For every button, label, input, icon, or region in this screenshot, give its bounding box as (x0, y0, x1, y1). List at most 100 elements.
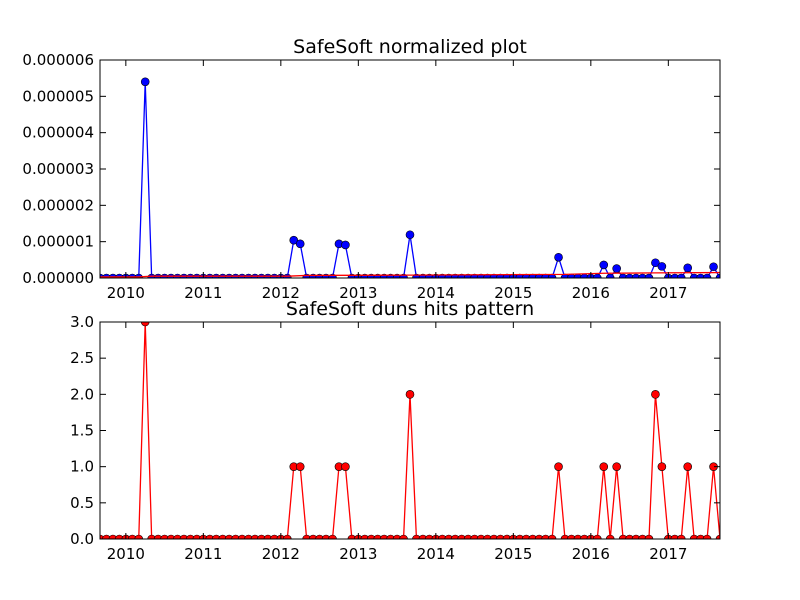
duns-hits-data-point (328, 534, 337, 539)
normalized-plot-x-ticks: 2010 2011 2012 2013 2014 2015 2016 2017 (107, 60, 687, 302)
normalized-plot-y-tick-label: 0.000003 (22, 160, 94, 178)
duns-hits-data-point (224, 534, 234, 539)
duns-hits-title: SafeSoft duns hits pattern (286, 298, 534, 320)
normalized-plot-x-tick-label: 2017 (649, 284, 687, 302)
duns-hits-data-point (528, 534, 538, 539)
normalized-plot-data-point (554, 252, 563, 262)
duns-hits-data-point (244, 534, 253, 539)
duns-hits-data-point (541, 534, 550, 539)
duns-hits-data-point (205, 534, 215, 539)
duns-hits-data-point (321, 534, 331, 539)
duns-hits-data-point (580, 534, 589, 539)
duns-hits-data-point (373, 534, 383, 539)
duns-hits-data-point (153, 534, 163, 539)
duns-hits-x-tick-label: 2016 (572, 545, 610, 563)
normalized-plot-data-point (657, 262, 667, 271)
normalized-plot-data-point (295, 239, 305, 249)
duns-hits-data-point (483, 534, 492, 539)
normalized-plot-data-point (696, 273, 705, 278)
normalized-plot-data-point (644, 273, 654, 278)
normalized-plot-data-point (709, 262, 718, 272)
normalized-plot-x-tick-label: 2010 (107, 284, 145, 302)
duns-hits-series-0-line (100, 322, 720, 539)
duns-hits-data-point (618, 534, 628, 539)
normalized-plot-data-point (140, 77, 150, 87)
duns-hits-data-point (166, 534, 176, 539)
duns-hits-data-point (702, 534, 712, 539)
duns-hits-data-point (257, 534, 266, 539)
duns-hits-data-point (282, 534, 292, 539)
duns-hits-x-tick-label: 2012 (262, 545, 300, 563)
duns-hits-data-point (418, 534, 428, 539)
normalized-plot-x-tick-label: 2016 (572, 284, 610, 302)
duns-hits-data-point (496, 534, 505, 539)
duns-hits-data-point (379, 534, 389, 539)
duns-hits-data-point (547, 534, 557, 539)
duns-hits-data-point (676, 534, 686, 539)
duns-hits-data-point (573, 534, 583, 539)
duns-hits-data-point (592, 534, 602, 539)
duns-hits-data-point (134, 534, 144, 539)
duns-hits-data-point (612, 462, 621, 471)
normalized-plot-y-tick-label: 0.000006 (22, 51, 94, 69)
duns-hits-data-point (302, 534, 311, 539)
duns-hits-data-point (599, 462, 609, 471)
duns-hits-data-point (231, 534, 240, 539)
duns-hits-data-point (308, 534, 318, 539)
normalized-plot-y-tick-label: 0.000005 (22, 87, 94, 105)
duns-hits-data-point (237, 534, 247, 539)
duns-hits-data-point (270, 534, 279, 539)
duns-hits-data-point (638, 534, 647, 539)
normalized-plot-x-tick-label: 2012 (262, 284, 300, 302)
duns-hits-data-point (670, 534, 680, 539)
duns-hits-data-point (715, 534, 720, 539)
duns-hits-data-point (534, 534, 544, 539)
duns-hits-data-point (412, 534, 421, 539)
duns-hits-data-point (405, 390, 415, 399)
duns-hits-data-point (657, 462, 667, 471)
normalized-plot-data-point (341, 240, 350, 250)
normalized-plot-data-point (625, 273, 634, 278)
duns-hits-data-point (399, 534, 408, 539)
normalized-plot-data-point (612, 264, 621, 273)
normalized-plot-x-tick-label: 2015 (494, 284, 532, 302)
normalized-plot-data-point (689, 273, 699, 278)
duns-hits-y-ticks: 0.0 0.5 1.0 1.5 2.0 2.5 3.0 (70, 313, 720, 548)
duns-hits-data-point (160, 534, 169, 539)
duns-hits-data-point (696, 534, 705, 539)
duns-hits-data-point (127, 534, 137, 539)
duns-hits-x-tick-label: 2017 (649, 545, 687, 563)
normalized-plot-data-point (631, 273, 641, 278)
duns-hits-data-point (476, 534, 486, 539)
normalized-plot-data-point (676, 273, 686, 278)
normalized-plot-x-tick-label: 2013 (339, 284, 377, 302)
normalized-plot-data-point (651, 258, 660, 268)
duns-hits-data-point (211, 534, 221, 539)
duns-hits-data-point (386, 534, 395, 539)
duns-hits-data-point (425, 534, 434, 539)
duns-hits-data-point (651, 390, 660, 399)
normalized-plot-area (99, 59, 721, 279)
duns-hits-panel: SafeSoft duns hits pattern 2010 2011 2012 2… (70, 298, 721, 563)
duns-hits-data-point (683, 462, 693, 471)
normalized-plot-data-point (289, 235, 299, 245)
normalized-plot-data-point (405, 230, 415, 240)
duns-hits-data-point (360, 534, 370, 539)
duns-hits-x-tick-label: 2015 (494, 545, 532, 563)
duns-hits-data-point (115, 534, 124, 539)
duns-hits-data-point (295, 462, 305, 471)
duns-hits-data-point (450, 534, 460, 539)
duns-hits-data-point (186, 534, 195, 539)
duns-hits-data-point (140, 322, 150, 327)
duns-hits-y-tick-label: 2.0 (70, 385, 94, 403)
duns-hits-data-point (560, 534, 570, 539)
duns-hits-data-point (250, 534, 260, 539)
normalized-plot-x-tick-label: 2011 (184, 284, 222, 302)
duns-hits-data-point (605, 534, 615, 539)
duns-hits-data-point (315, 534, 324, 539)
duns-hits-data-point (463, 534, 473, 539)
duns-hits-data-point (218, 534, 228, 539)
duns-hits-x-tick-label: 2011 (184, 545, 222, 563)
